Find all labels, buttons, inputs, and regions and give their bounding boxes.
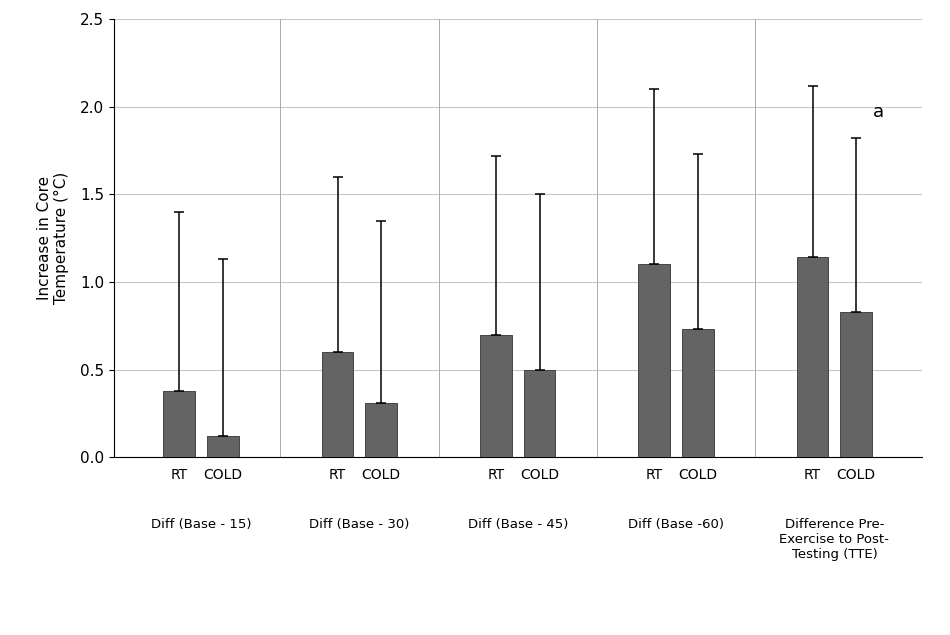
Text: Diff (Base - 30): Diff (Base - 30)	[310, 518, 409, 531]
Text: Diff (Base - 15): Diff (Base - 15)	[151, 518, 252, 531]
Y-axis label: Increase in Core
Temperature (°C): Increase in Core Temperature (°C)	[37, 172, 69, 304]
Text: a: a	[872, 103, 884, 121]
Bar	[366, 403, 397, 457]
Bar	[163, 391, 195, 457]
Bar	[797, 257, 828, 457]
Bar	[480, 335, 512, 457]
Bar	[207, 436, 238, 457]
Text: Diff (Base - 45): Diff (Base - 45)	[467, 518, 568, 531]
Bar	[322, 352, 353, 457]
Bar	[841, 312, 872, 457]
Bar	[523, 370, 556, 457]
Bar	[638, 264, 670, 457]
Text: Difference Pre-
Exercise to Post-
Testing (TTE): Difference Pre- Exercise to Post- Testin…	[780, 518, 889, 561]
Text: Diff (Base -60): Diff (Base -60)	[628, 518, 724, 531]
Bar	[682, 330, 713, 457]
